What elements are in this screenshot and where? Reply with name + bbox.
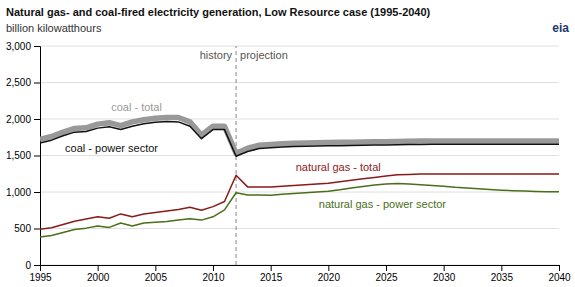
tick: 2,000 xyxy=(6,114,40,125)
tick-mark xyxy=(34,192,40,193)
tick-label: 0 xyxy=(25,260,31,271)
y-axis-label: billion kilowatthours xyxy=(6,22,102,34)
tick: 2005 xyxy=(145,265,168,283)
divider-label: projection xyxy=(240,49,288,61)
tick: 2010 xyxy=(202,265,225,283)
x-axis: 1995 2000 2005 2010 2015 2020 2025 2030 2035 2040 xyxy=(29,265,571,283)
grid-line xyxy=(40,82,559,83)
tick: 2040 xyxy=(548,265,571,283)
y-axis: 0 500 1,000 1,500 2,000 2,500 3,000 xyxy=(6,41,41,271)
grid-line xyxy=(40,155,559,156)
title: Natural gas- and coal-fired electricity … xyxy=(6,6,431,18)
tick-label: 2005 xyxy=(145,272,168,283)
tick: 2035 xyxy=(491,265,514,283)
tick: 500 xyxy=(14,223,40,234)
line xyxy=(40,184,559,237)
tick: 0 xyxy=(25,260,40,271)
tick-mark xyxy=(34,46,40,47)
tick-mark xyxy=(34,156,40,157)
tick: 2025 xyxy=(375,265,398,283)
tick-mark xyxy=(34,83,40,84)
tick-label: 1,500 xyxy=(6,150,31,161)
tick-mark xyxy=(271,265,272,271)
tick: 1,500 xyxy=(6,150,40,161)
series-label: coal - total xyxy=(111,101,162,113)
grid xyxy=(40,46,559,265)
tick-mark xyxy=(34,265,40,266)
tick-label: 2040 xyxy=(548,272,571,283)
tick: 2000 xyxy=(87,265,110,283)
tick-label: 2025 xyxy=(375,272,398,283)
tick-label: 1,000 xyxy=(6,187,31,198)
series-label: natural gas - total xyxy=(296,161,381,173)
grid-line xyxy=(40,119,559,120)
tick-mark xyxy=(386,265,387,271)
tick-label: 2010 xyxy=(202,272,225,283)
tick-label: 2015 xyxy=(260,272,283,283)
chart: Natural gas- and coal-fired electricity … xyxy=(0,0,575,287)
tick-label: 500 xyxy=(14,223,31,234)
tick-label: 2,500 xyxy=(6,77,31,88)
tick-label: 2000 xyxy=(87,272,110,283)
axis-line xyxy=(34,47,41,266)
tick-mark xyxy=(213,265,214,271)
tick-label: 2035 xyxy=(491,272,514,283)
line xyxy=(40,122,559,157)
tick: 1995 xyxy=(29,265,52,283)
line xyxy=(40,118,559,154)
tick: 1,000 xyxy=(6,187,40,198)
tick-label: 2030 xyxy=(433,272,456,283)
tick: 2,500 xyxy=(6,77,40,88)
tick-label: 3,000 xyxy=(6,41,31,52)
series-label: natural gas - power sector xyxy=(319,198,447,210)
tick-mark xyxy=(98,265,99,271)
tick-label: 1995 xyxy=(29,272,52,283)
divider-label: history xyxy=(200,49,233,61)
tick-mark xyxy=(444,265,445,271)
tick-label: 2020 xyxy=(318,272,341,283)
tick-mark xyxy=(34,229,40,230)
series-label: coal - power sector xyxy=(65,142,158,154)
tick-mark xyxy=(559,265,560,271)
tick-mark xyxy=(328,265,329,271)
grid-line xyxy=(40,228,559,229)
annotation: eia xyxy=(552,21,569,35)
tick-mark xyxy=(501,265,502,271)
grid-line xyxy=(40,46,559,47)
plot-area xyxy=(40,46,559,265)
axis-line xyxy=(41,266,560,272)
tick-mark xyxy=(34,119,40,120)
tick: 3,000 xyxy=(6,41,40,52)
tick-mark xyxy=(155,265,156,271)
tick: 2030 xyxy=(433,265,456,283)
tick: 2020 xyxy=(318,265,341,283)
tick-label: 2,000 xyxy=(6,114,31,125)
tick: 2015 xyxy=(260,265,283,283)
line xyxy=(40,174,559,229)
